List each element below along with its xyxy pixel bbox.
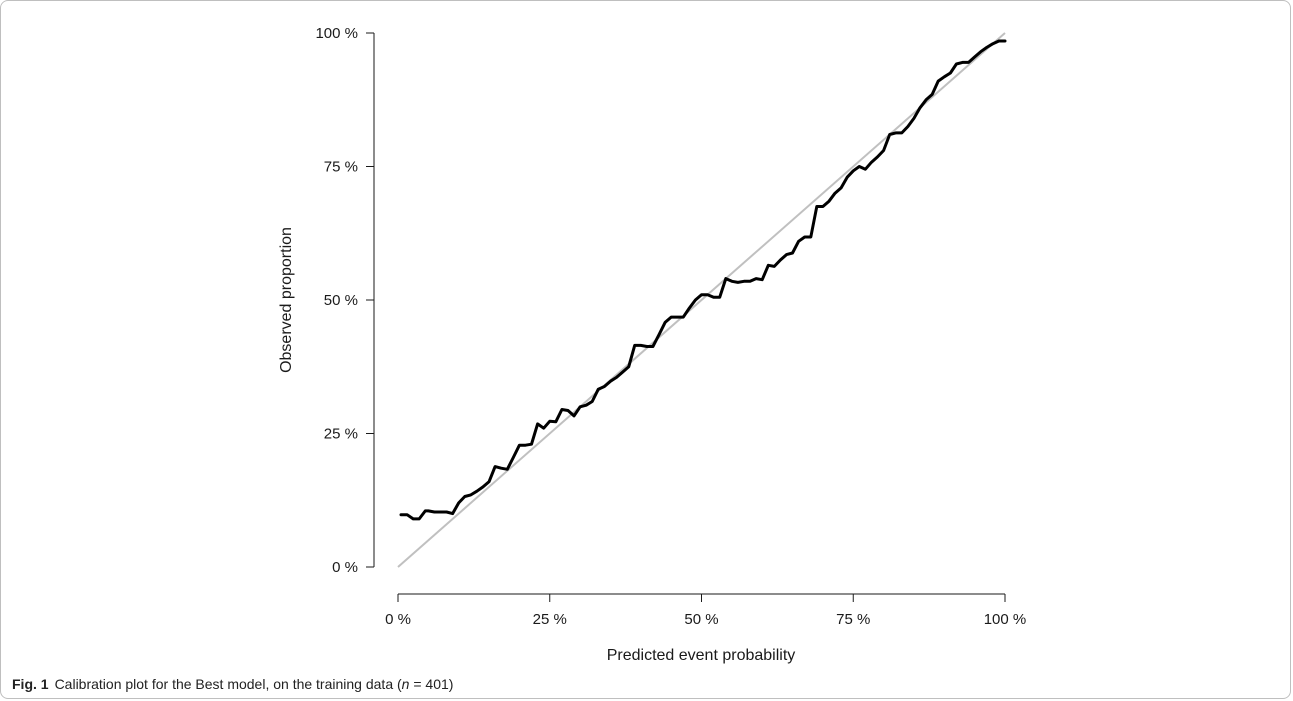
calibration-chart: 0 % 25 % 50 % 75 % 100 % 0 % 25 % 50 % 75 % 100 … (278, 25, 1027, 664)
x-axis: 0 % 25 % 50 % 75 % 100 % (385, 593, 1027, 628)
plot-area (397, 32, 1007, 568)
y-tick-label: 100 % (315, 25, 358, 42)
x-tick-label: 100 % (984, 611, 1027, 628)
x-tick-label: 75 % (836, 611, 870, 628)
caption-text: Calibration plot for the Best model, on … (54, 676, 402, 692)
x-axis-title: Predicted event probability (607, 647, 796, 664)
reference-line (397, 32, 1006, 568)
y-tick-label: 0 % (332, 559, 358, 576)
figure-caption: Fig. 1 Calibration plot for the Best mode… (12, 676, 453, 692)
y-tick-label: 50 % (324, 292, 358, 309)
figure-label: Fig. 1 (12, 676, 49, 692)
caption-n: n (401, 676, 410, 692)
caption-count: = 401) (409, 676, 454, 692)
calibration-curve (399, 39, 1007, 521)
y-axis-title: Observed proportion (278, 227, 295, 373)
y-tick-label: 75 % (324, 159, 358, 176)
x-tick-label: 0 % (385, 611, 411, 628)
y-tick-label: 25 % (324, 426, 358, 443)
y-axis: 0 % 25 % 50 % 75 % 100 % (315, 25, 375, 576)
x-tick-label: 25 % (533, 611, 567, 628)
x-tick-label: 50 % (684, 611, 718, 628)
